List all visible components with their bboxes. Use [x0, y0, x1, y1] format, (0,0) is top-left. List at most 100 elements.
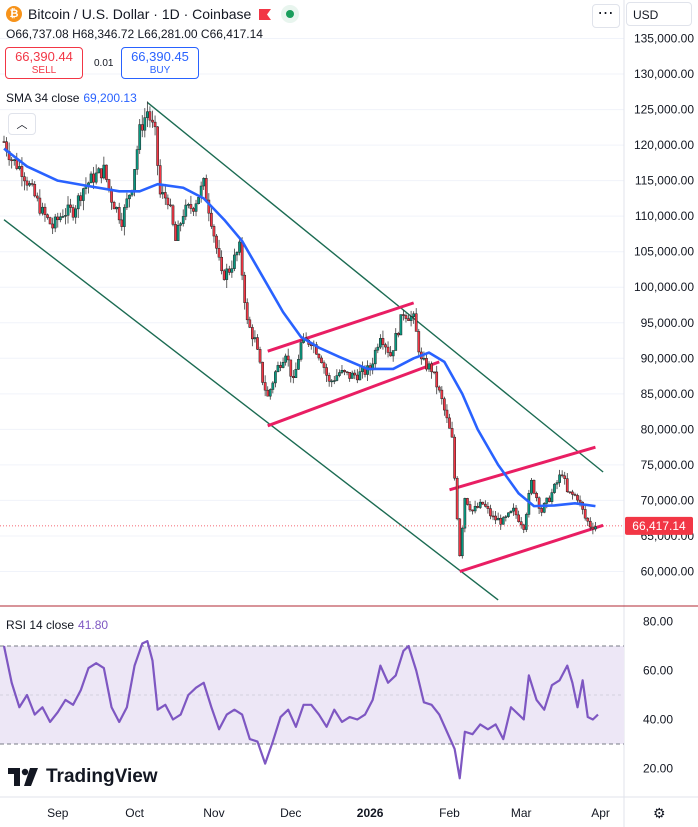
- candle-body: [573, 494, 577, 496]
- candle-body: [102, 164, 106, 179]
- market-status-icon[interactable]: [281, 5, 300, 23]
- candle: [210, 208, 213, 229]
- currency-selector[interactable]: USD: [626, 2, 692, 26]
- candle-body: [18, 166, 21, 169]
- rsi-line: [2, 639, 599, 780]
- candle-body: [517, 514, 520, 522]
- candle: [15, 152, 19, 171]
- candle: [297, 354, 300, 370]
- rsi-axis-tick-label: 60.00: [643, 664, 673, 678]
- candle: [10, 156, 14, 169]
- symbol-header[interactable]: ₿ Bitcoin / U.S. Dollar · 1D · Coinbase: [6, 4, 300, 24]
- candle: [455, 476, 459, 521]
- candle-body: [338, 372, 341, 376]
- candle: [320, 355, 323, 364]
- candle-body: [202, 178, 206, 187]
- candle: [315, 341, 318, 355]
- flag-icon[interactable]: [259, 8, 272, 20]
- candle: [338, 369, 341, 378]
- candle-body: [138, 124, 142, 150]
- candle-body: [586, 517, 590, 522]
- candle-body: [215, 235, 218, 249]
- candle: [291, 370, 295, 384]
- time-axis-tick-label: 2026: [357, 806, 384, 820]
- candle-body: [504, 516, 508, 518]
- candle: [494, 511, 497, 525]
- candle: [501, 516, 505, 525]
- candle: [399, 314, 403, 336]
- candle-body: [238, 241, 241, 253]
- candle-body: [261, 361, 264, 383]
- candle: [445, 404, 449, 424]
- candle: [340, 365, 344, 375]
- candle: [181, 209, 185, 227]
- sma-legend[interactable]: SMA 34 close 69,200.13: [6, 91, 137, 105]
- candle-body: [412, 313, 416, 317]
- price-axis-tick-label: 110,000.00: [635, 209, 694, 223]
- candle-body: [151, 119, 154, 123]
- candle-body: [69, 204, 72, 208]
- candle: [343, 369, 346, 376]
- rsi-legend[interactable]: RSI 14 close 41.80: [6, 618, 108, 632]
- open-label: O: [6, 27, 16, 41]
- candle: [535, 491, 538, 502]
- candle-body: [568, 491, 572, 493]
- candle: [366, 360, 369, 382]
- candle-body: [396, 333, 400, 336]
- candle-body: [82, 188, 85, 201]
- buy-button[interactable]: 66,390.45 BUY: [121, 47, 199, 79]
- price-axis-tick-label: 130,000.00: [634, 67, 694, 81]
- more-dots-icon[interactable]: ⋯: [592, 4, 620, 28]
- candle: [268, 388, 272, 400]
- candle: [161, 184, 165, 199]
- price-axis-tick-label: 125,000.00: [634, 103, 694, 117]
- gear-icon[interactable]: ⚙: [653, 805, 666, 821]
- candle-body: [271, 382, 275, 390]
- candle-body: [194, 203, 198, 212]
- candle-body: [450, 428, 454, 438]
- time-axis-tick-label: Feb: [439, 806, 460, 820]
- candle-body: [161, 192, 165, 195]
- candle: [588, 517, 592, 531]
- candle-body: [291, 376, 295, 378]
- candle-body: [376, 346, 380, 351]
- candle: [64, 208, 67, 225]
- candle: [38, 189, 42, 216]
- collapse-legend-button[interactable]: ︿: [8, 113, 36, 135]
- candle: [512, 503, 515, 516]
- candle-body: [189, 204, 193, 209]
- candle: [335, 369, 339, 382]
- candle: [245, 298, 249, 325]
- candle-body: [276, 365, 280, 372]
- candle: [289, 359, 293, 383]
- candle: [507, 512, 510, 518]
- candle: [312, 340, 316, 354]
- candle-body: [430, 363, 433, 373]
- candle: [427, 361, 431, 373]
- sell-button[interactable]: 66,390.44 SELL: [5, 47, 83, 79]
- tradingview-mark-icon: [8, 768, 38, 786]
- chevron-up-icon: ︿: [16, 119, 28, 131]
- candle-body: [494, 515, 497, 521]
- candle-body: [10, 159, 14, 162]
- price-axis-tick-label: 105,000.00: [634, 245, 694, 259]
- candle-body: [61, 216, 65, 218]
- rsi-axis-tick-label: 80.00: [643, 615, 673, 629]
- candle-body: [501, 517, 505, 525]
- candle: [128, 194, 131, 208]
- candle-body: [535, 492, 538, 499]
- low-label: L: [137, 27, 145, 41]
- candle-body: [422, 358, 426, 360]
- candle: [332, 375, 336, 385]
- candle-body: [496, 517, 500, 521]
- candle-body: [483, 503, 487, 507]
- candle: [176, 220, 180, 241]
- tradingview-logo[interactable]: TradingView: [8, 766, 158, 788]
- candle-body: [402, 314, 405, 316]
- candle: [46, 213, 49, 220]
- candle: [542, 502, 546, 514]
- candle-body: [440, 389, 444, 400]
- candle: [299, 339, 303, 362]
- candle-body: [281, 362, 285, 368]
